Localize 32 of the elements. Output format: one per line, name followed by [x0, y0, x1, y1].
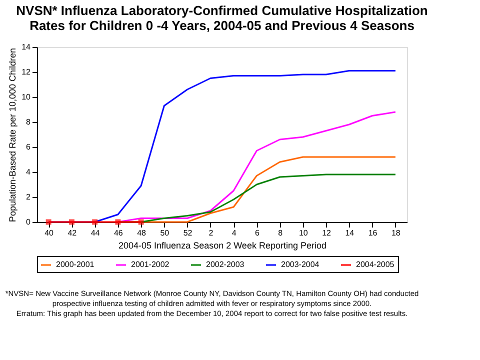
x-tick-label: 8: [278, 228, 284, 238]
y-tick-label: 0: [26, 218, 32, 226]
x-tick-label: 16: [368, 228, 378, 238]
x-tick-label: 52: [183, 228, 193, 238]
x-axis-title: 2004-05 Influenza Season 2 Week Reporting Period: [118, 240, 326, 250]
x-tick-label: 10: [298, 228, 308, 238]
x-tick-label: 40: [44, 228, 54, 238]
x-tick-label: 42: [68, 228, 78, 238]
y-tick-label: 8: [26, 118, 32, 126]
x-tick-label: 46: [114, 228, 124, 238]
x-tick-label: 18: [391, 228, 401, 238]
legend-label: 2001-2002: [131, 260, 170, 269]
x-tick-label: 4: [232, 228, 237, 238]
chart-title: NVSN* Influenza Laboratory-Confirmed Cumulative Hospitalization Rates for Children 0 -4 Years, 2004-05 and Previous 4 Seasons: [16, 3, 428, 33]
legend-label: 2000-2001: [56, 260, 95, 269]
y-tick-label: 10: [22, 92, 32, 102]
x-tick-label: 44: [90, 228, 100, 238]
x-tick-label: 50: [160, 228, 170, 238]
y-tick-label: 2: [26, 192, 32, 202]
x-tick-label: 48: [137, 228, 147, 238]
x-tick-label: 14: [345, 228, 355, 238]
legend-label: 2003-2004: [281, 260, 320, 269]
y-tick-label: 4: [26, 168, 32, 176]
y-tick-label: 6: [26, 142, 32, 152]
x-tick-label: 6: [254, 228, 260, 238]
x-tick-label: 12: [322, 228, 332, 238]
legend-label: 2002-2003: [206, 260, 245, 269]
y-tick-label: 14: [22, 42, 32, 52]
y-tick-label: 12: [22, 68, 32, 76]
y-axis-title: Population-Based Rate per 10,000 Children: [8, 48, 18, 222]
x-tick-label: 2: [208, 228, 214, 238]
legend-label: 2004-2005: [356, 260, 395, 269]
